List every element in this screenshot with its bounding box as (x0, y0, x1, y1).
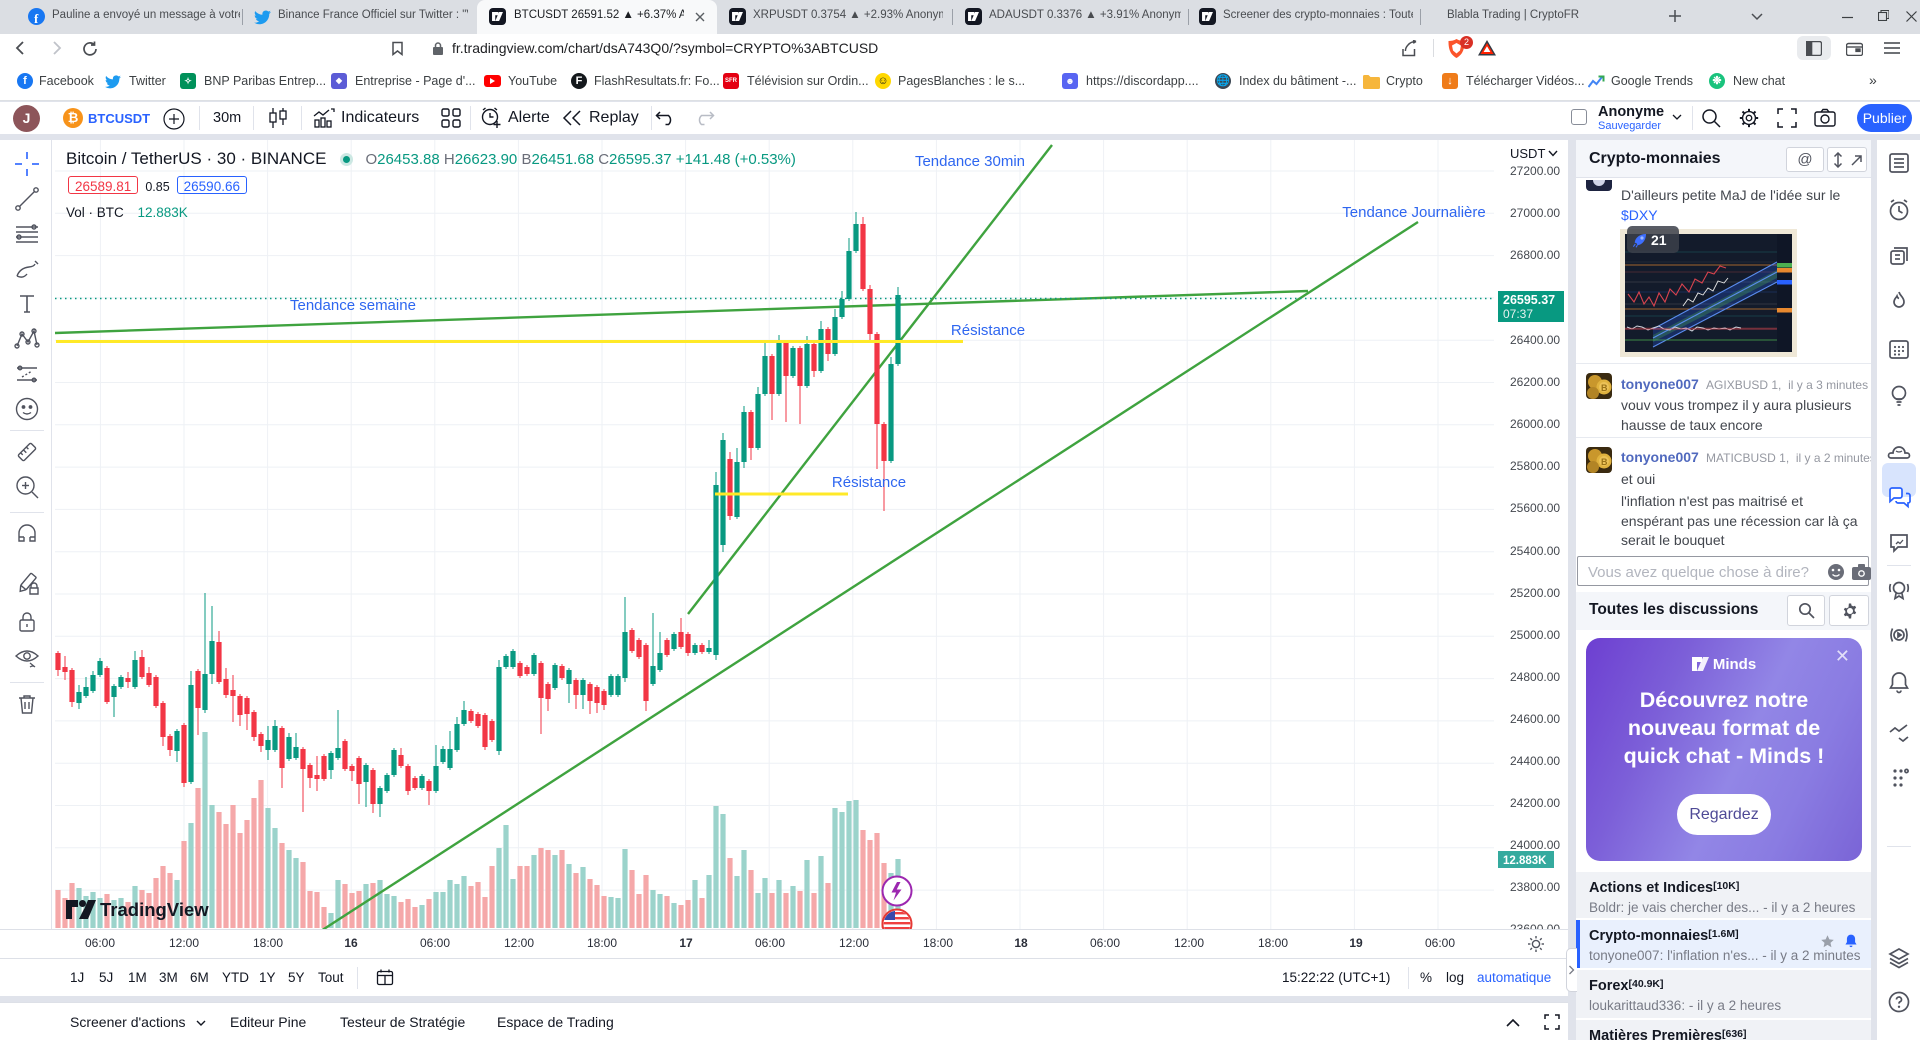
svg-text:07:37: 07:37 (1503, 307, 1533, 321)
svg-text:B: B (1601, 457, 1608, 467)
svg-text:Tendance Journalière: Tendance Journalière (1342, 204, 1485, 221)
svg-text:27000.00: 27000.00 (1510, 206, 1560, 220)
svg-text:25800.00: 25800.00 (1510, 459, 1560, 473)
svg-text:26595.37: 26595.37 (1503, 293, 1555, 307)
svg-text:24200.00: 24200.00 (1510, 796, 1560, 810)
svg-text:B: B (1601, 383, 1608, 393)
svg-text:27200.00: 27200.00 (1510, 164, 1560, 178)
svg-text:26200.00: 26200.00 (1510, 375, 1560, 389)
svg-text:25200.00: 25200.00 (1510, 586, 1560, 600)
svg-text:26400.00: 26400.00 (1510, 333, 1560, 347)
svg-text:Tendance 30min: Tendance 30min (915, 153, 1025, 170)
svg-text:Résistance: Résistance (951, 322, 1025, 339)
svg-text:12.883K: 12.883K (1503, 855, 1547, 867)
svg-text:Tendance semaine: Tendance semaine (290, 297, 416, 314)
svg-text:24000.00: 24000.00 (1510, 838, 1560, 852)
svg-text:23600.00: 23600.00 (1510, 922, 1560, 929)
svg-text:TradingView: TradingView (100, 899, 209, 920)
svg-text:24400.00: 24400.00 (1510, 754, 1560, 768)
svg-text:25600.00: 25600.00 (1510, 501, 1560, 515)
svg-text:26800.00: 26800.00 (1510, 248, 1560, 262)
svg-text:26000.00: 26000.00 (1510, 417, 1560, 431)
svg-text:25000.00: 25000.00 (1510, 628, 1560, 642)
svg-text:24800.00: 24800.00 (1510, 670, 1560, 684)
svg-text:23800.00: 23800.00 (1510, 880, 1560, 894)
svg-text:Résistance: Résistance (832, 474, 906, 491)
svg-text:25400.00: 25400.00 (1510, 544, 1560, 558)
svg-text:USDT: USDT (1510, 146, 1545, 161)
svg-text:24600.00: 24600.00 (1510, 712, 1560, 726)
